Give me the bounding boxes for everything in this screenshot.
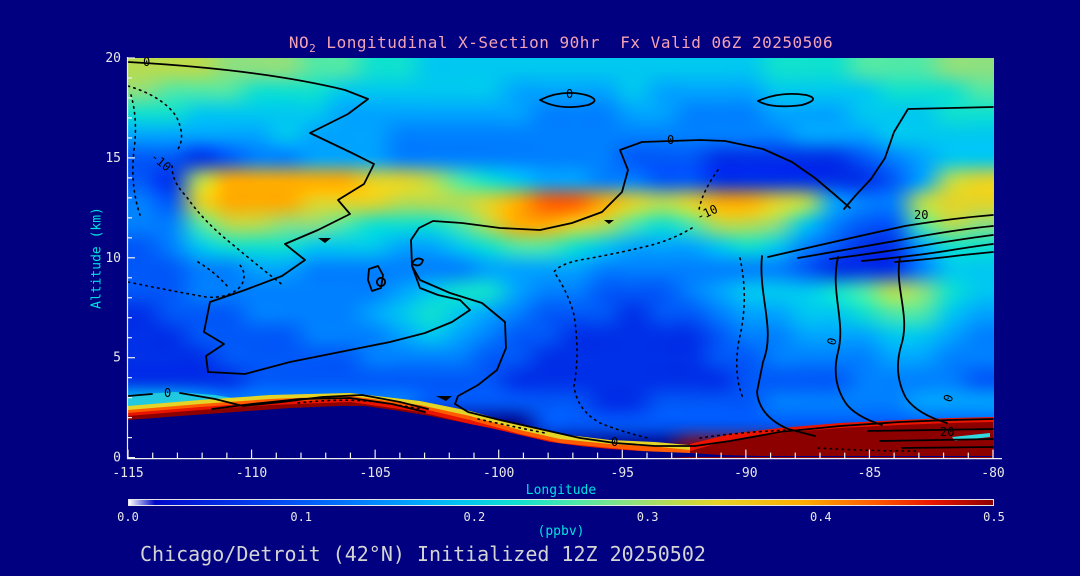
svg-text:0: 0 bbox=[824, 336, 839, 347]
svg-text:-10: -10 bbox=[148, 150, 174, 175]
svg-text:-85: -85 bbox=[858, 466, 881, 481]
heatmap-field bbox=[128, 58, 994, 458]
svg-text:0: 0 bbox=[164, 386, 171, 400]
svg-text:0.4: 0.4 bbox=[810, 510, 832, 524]
svg-text:0.2: 0.2 bbox=[464, 510, 486, 524]
svg-text:0: 0 bbox=[611, 435, 618, 449]
svg-text:-90: -90 bbox=[734, 466, 757, 481]
svg-text:0.0: 0.0 bbox=[117, 510, 139, 524]
svg-text:15: 15 bbox=[105, 151, 121, 166]
title-no: NO bbox=[288, 33, 310, 52]
colorbar bbox=[128, 499, 994, 506]
svg-text:0: 0 bbox=[566, 87, 573, 101]
svg-text:20: 20 bbox=[914, 208, 928, 222]
svg-text:5: 5 bbox=[113, 351, 121, 366]
svg-text:-110: -110 bbox=[236, 466, 267, 481]
colorbar-units-label: (ppbv) bbox=[537, 524, 585, 539]
svg-text:0: 0 bbox=[667, 133, 674, 147]
title-rest: Longitudinal X-Section 90hr Fx Valid 06Z… bbox=[316, 33, 834, 52]
svg-text:-10: -10 bbox=[694, 202, 720, 224]
axes-frame bbox=[126, 57, 1002, 460]
svg-text:0.5: 0.5 bbox=[983, 510, 1005, 524]
svg-text:-105: -105 bbox=[359, 466, 390, 481]
svg-text:-95: -95 bbox=[611, 466, 634, 481]
dotted-contours bbox=[127, 85, 919, 452]
title-sub: 2 bbox=[309, 42, 317, 55]
svg-text:0: 0 bbox=[143, 55, 150, 69]
svg-text:-115: -115 bbox=[112, 466, 143, 481]
solid-contours bbox=[127, 61, 994, 449]
svg-text:-100: -100 bbox=[483, 466, 514, 481]
plot-title: NO2 Longitudinal X-Section 90hr Fx Valid… bbox=[128, 33, 994, 55]
svg-text:-80: -80 bbox=[981, 466, 1004, 481]
svg-text:0: 0 bbox=[113, 451, 121, 466]
svg-text:10: 10 bbox=[105, 251, 121, 266]
svg-text:20: 20 bbox=[105, 51, 121, 66]
x-axis-label: Longitude bbox=[525, 483, 597, 498]
svg-text:0: 0 bbox=[941, 392, 957, 404]
svg-text:0.1: 0.1 bbox=[290, 510, 312, 524]
caption: Chicago/Detroit (42°N) Initialized 12Z 2… bbox=[140, 542, 706, 566]
y-axis-label: Altitude (km) bbox=[89, 207, 105, 309]
svg-text:0.3: 0.3 bbox=[637, 510, 659, 524]
svg-text:20: 20 bbox=[940, 425, 954, 439]
